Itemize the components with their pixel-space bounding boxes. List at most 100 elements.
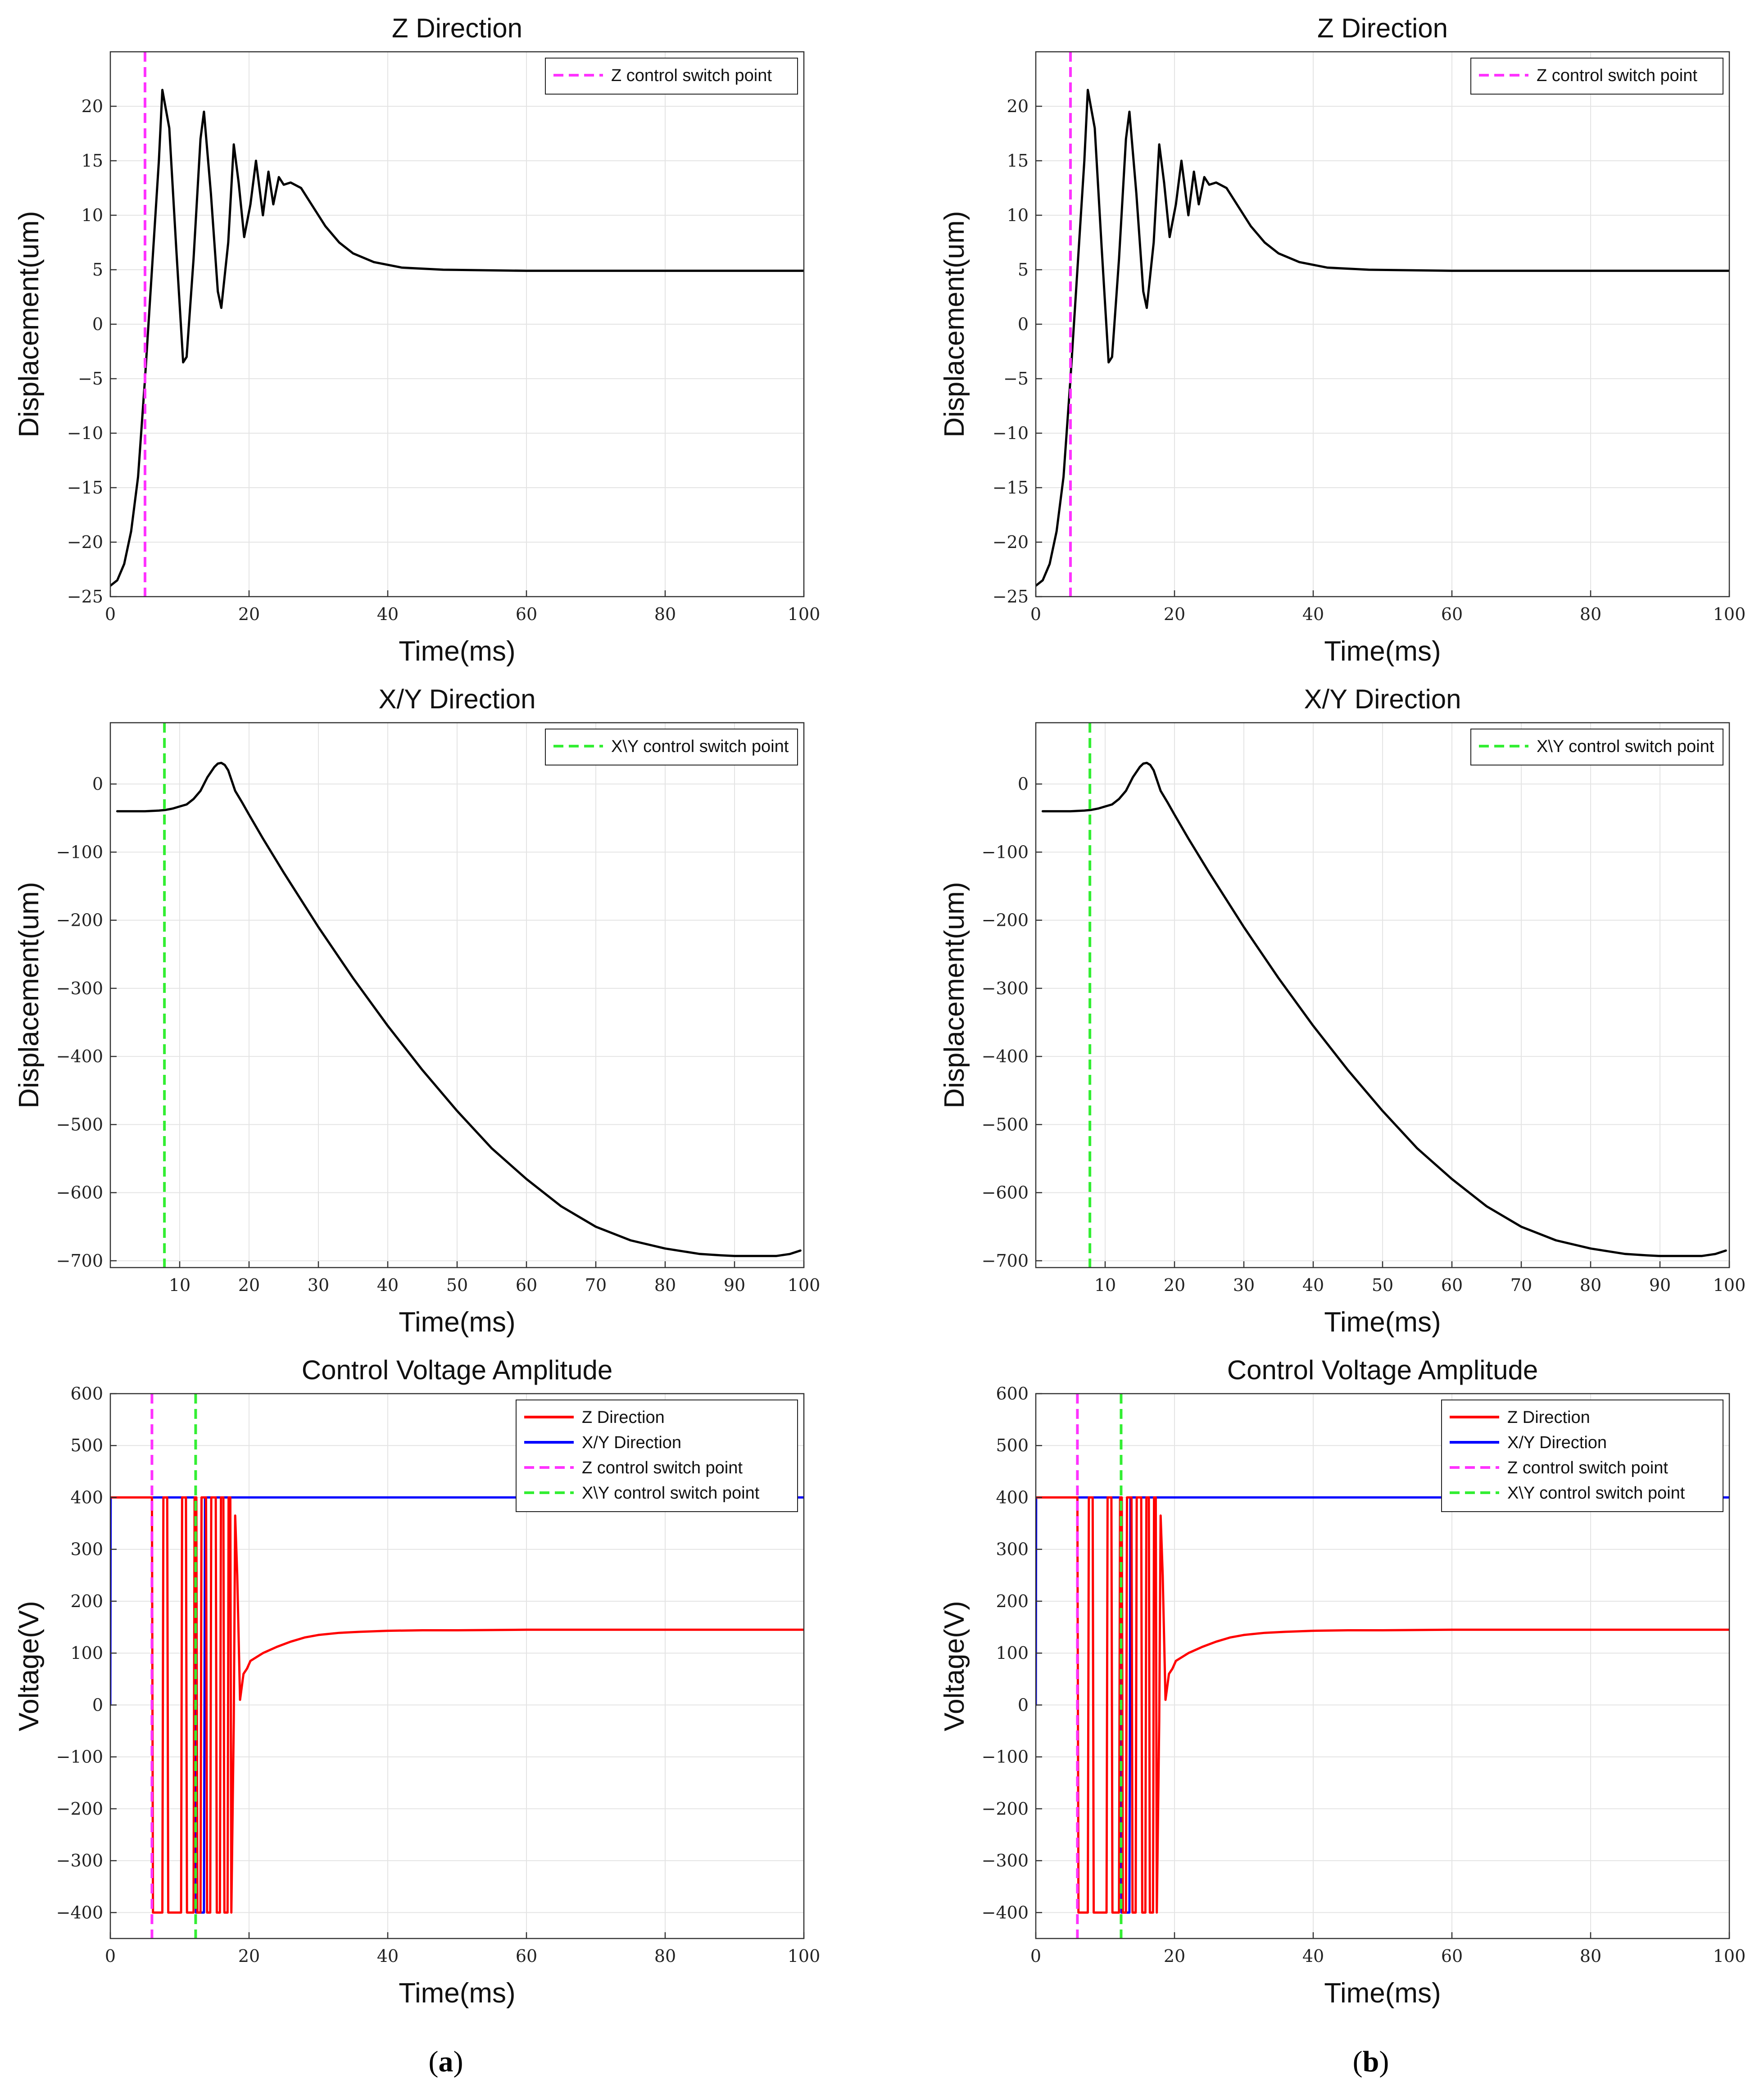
legend-label: X\Y control switch point [1507, 1484, 1685, 1503]
y-tick-label: −100 [982, 842, 1029, 862]
y-tick-label: 5 [92, 260, 103, 280]
y-axis-label: Displacement(um) [14, 211, 45, 437]
legend-label: Z control switch point [582, 1458, 743, 1477]
plot-area [110, 52, 804, 597]
x-axis-label: Time(ms) [1324, 636, 1441, 667]
x-tick-label: 40 [1302, 604, 1324, 624]
x-tick-label: 80 [1580, 1275, 1601, 1295]
subfigure-label-a: (a) [429, 2045, 463, 2078]
y-tick-label: −25 [993, 587, 1029, 607]
x-tick-label: 80 [1580, 1946, 1601, 1966]
x-tick-label: 40 [377, 1275, 399, 1295]
series-line-z-direction [1036, 1496, 1729, 1914]
y-tick-label: 0 [1018, 1695, 1029, 1715]
x-tick-label: 60 [1441, 1946, 1463, 1966]
x-tick-label: 70 [585, 1275, 607, 1295]
y-tick-label: −400 [56, 1046, 103, 1066]
series-line-x-y-displacement [116, 761, 802, 1257]
y-tick-label: −300 [56, 1851, 103, 1871]
x-tick-label: 80 [654, 1275, 676, 1295]
x-tick-label: 40 [377, 1946, 399, 1966]
y-tick-label: 600 [996, 1384, 1029, 1404]
chart-a-z: 0 20 40 60 80 100 −25 −20 −15 −10 −5 0 5 10 15 20 Z Dire… [14, 13, 820, 667]
x-tick-label: 20 [238, 604, 260, 624]
y-tick-label: −10 [993, 423, 1029, 443]
y-tick-label: 600 [70, 1384, 103, 1404]
x-tick-label: 20 [238, 1275, 260, 1295]
plot-area [1036, 52, 1729, 597]
x-tick-label: 0 [105, 604, 116, 624]
x-tick-label: 10 [1094, 1275, 1116, 1295]
y-tick-label: −200 [56, 910, 103, 930]
chart-title: Control Voltage Amplitude [1227, 1355, 1538, 1385]
y-tick-label: −5 [1003, 369, 1029, 389]
chart-title: X/Y Direction [378, 684, 535, 714]
legend-label: X\Y control switch point [582, 1484, 760, 1503]
x-axis-label: Time(ms) [399, 1307, 515, 1338]
x-tick-label: 70 [1510, 1275, 1532, 1295]
axes-frame [1035, 1393, 1730, 1939]
x-tick-label: 40 [1302, 1946, 1324, 1966]
y-tick-label: −200 [982, 910, 1029, 930]
legend-label: X\Y control switch point [611, 737, 789, 756]
chart-title: Z Direction [1317, 13, 1448, 43]
plot-area [1041, 723, 1727, 1268]
x-tick-label: 0 [1030, 604, 1041, 624]
y-tick-label: −500 [982, 1114, 1029, 1134]
x-tick-label: 90 [724, 1275, 745, 1295]
chart-b-xy: 10 20 30 40 50 60 70 80 90 100 −700 −600 −500 −400 −30… [939, 684, 1746, 1338]
y-tick-label: −500 [56, 1114, 103, 1134]
y-tick-label: −400 [982, 1046, 1029, 1066]
legend: Z control switch point [1470, 58, 1723, 95]
series-line-z-displacement [1036, 89, 1729, 587]
y-tick-label: −400 [982, 1902, 1029, 1922]
y-tick-label: −700 [982, 1251, 1029, 1271]
x-tick-label: 100 [788, 604, 821, 624]
y-tick-label: −5 [78, 369, 103, 389]
x-axis-label: Time(ms) [1324, 1978, 1441, 2009]
chart-title: Control Voltage Amplitude [302, 1355, 612, 1385]
x-tick-label: 100 [788, 1275, 821, 1295]
y-tick-label: −100 [56, 1747, 103, 1767]
y-tick-label: −15 [993, 478, 1029, 498]
x-tick-label: 50 [1372, 1275, 1393, 1295]
y-tick-label: 15 [82, 151, 103, 171]
y-tick-label: 5 [1018, 260, 1029, 280]
legend: X\Y control switch point [545, 729, 798, 765]
chart-b-z: 0 20 40 60 80 100 −25 −20 −15 −10 −5 0 5 10 15 20 Z Dire… [939, 13, 1746, 667]
legend-label: X/Y Direction [582, 1433, 681, 1452]
y-tick-label: 300 [70, 1540, 103, 1559]
y-tick-label: −300 [56, 978, 103, 998]
y-tick-label: 10 [82, 205, 103, 225]
y-tick-label: 0 [1018, 314, 1029, 334]
y-tick-label: 100 [70, 1643, 103, 1663]
x-tick-label: 60 [1441, 1275, 1463, 1295]
y-tick-label: −100 [982, 1747, 1029, 1767]
chart-b-v: 0 20 40 60 80 100 −400 −300 −200 −100 0 100 200 300 40… [939, 1355, 1746, 2009]
series-line-z-direction [110, 1496, 804, 1914]
legend-label: Z Direction [1507, 1408, 1590, 1427]
y-axis-label: Displacement(um) [939, 211, 970, 437]
x-tick-label: 60 [516, 604, 537, 624]
y-tick-label: 0 [92, 314, 103, 334]
chart-a-xy: 10 20 30 40 50 60 70 80 90 100 −700 −600 −500 −400 −30… [14, 684, 820, 1338]
subfigure-label-b: (b) [1353, 2045, 1389, 2078]
y-tick-label: 20 [82, 96, 103, 116]
legend-label: Z control switch point [1537, 66, 1697, 85]
legend-label: Z control switch point [611, 66, 772, 85]
y-tick-label: 500 [70, 1436, 103, 1455]
y-tick-label: −600 [982, 1183, 1029, 1203]
x-tick-label: 20 [238, 1946, 260, 1966]
x-tick-label: 50 [446, 1275, 468, 1295]
x-axis-label: Time(ms) [399, 636, 515, 667]
y-tick-label: 500 [996, 1436, 1029, 1455]
x-tick-label: 60 [516, 1946, 537, 1966]
y-tick-label: 400 [996, 1487, 1029, 1507]
y-tick-label: 10 [1007, 205, 1029, 225]
legend: Z control switch point [545, 58, 798, 95]
x-tick-label: 100 [1713, 1946, 1746, 1966]
y-tick-label: −200 [56, 1799, 103, 1819]
y-tick-label: 20 [1007, 96, 1029, 116]
series-line-z-displacement [110, 89, 804, 587]
